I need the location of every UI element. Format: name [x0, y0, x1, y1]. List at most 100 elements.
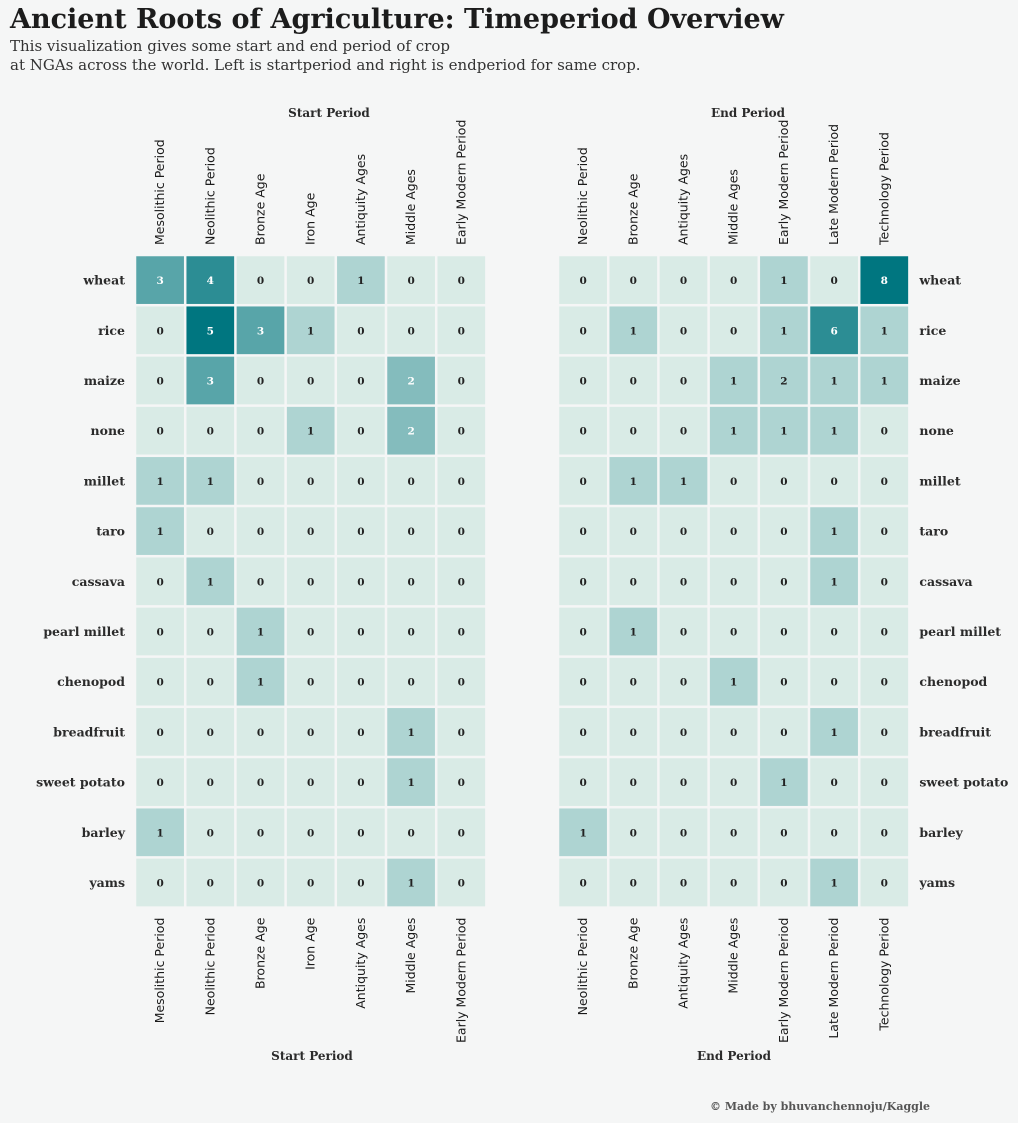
cell-value-label: 0 — [680, 275, 687, 287]
heatmap-cell — [810, 457, 858, 505]
cell-value-label: 0 — [207, 526, 214, 538]
cell-value-label: 0 — [680, 677, 687, 689]
cell-value-label: 0 — [730, 576, 737, 588]
cell-value-label: 0 — [458, 878, 465, 890]
row-label: sweet potato — [919, 775, 1008, 790]
cell-value-label: 0 — [207, 426, 214, 438]
row-label: cassava — [919, 574, 972, 589]
cell-value-label: 0 — [458, 727, 465, 739]
heatmap-cell — [709, 607, 758, 656]
heatmap-cell — [337, 256, 385, 304]
heatmap-cell — [437, 758, 486, 806]
heatmap-cell — [387, 406, 435, 455]
column-label-top: Bronze Age — [253, 173, 268, 245]
row-label: wheat — [918, 273, 961, 288]
heatmap-cell — [136, 858, 184, 907]
heatmap-cell — [860, 356, 909, 405]
cell-value-label: 1 — [207, 476, 214, 488]
column-label-top: Middle Ages — [726, 169, 741, 245]
heatmap-cell — [286, 256, 335, 304]
cell-value-label: 1 — [881, 325, 888, 337]
cell-value-label: 1 — [630, 627, 637, 639]
column-label-bottom: Iron Age — [303, 917, 318, 970]
column-label-top: Antiquity Ages — [353, 154, 368, 245]
heatmap-cell — [136, 708, 184, 756]
column-label-top: Technology Period — [876, 132, 891, 246]
cell-value-label: 1 — [357, 275, 364, 287]
cell-value-label: 0 — [630, 426, 637, 438]
column-label-top: Neolithic Period — [575, 147, 590, 245]
heatmap-cell — [659, 758, 708, 806]
heatmap-cell — [337, 557, 385, 606]
row-label: taro — [96, 524, 125, 539]
cell-value-label: 0 — [407, 576, 414, 588]
cell-value-label: 0 — [257, 827, 264, 839]
heatmap-cell — [709, 356, 758, 405]
cell-value-label: 2 — [780, 376, 787, 388]
cell-value-label: 0 — [680, 827, 687, 839]
heatmap-cell — [709, 507, 758, 555]
cell-value-label: 0 — [780, 627, 787, 639]
cell-value-label: 1 — [407, 727, 414, 739]
row-label: yams — [88, 875, 125, 890]
cell-value-label: 0 — [730, 325, 737, 337]
cell-value-label: 1 — [730, 376, 737, 388]
heatmap-cell — [236, 356, 285, 405]
heatmap-cell — [337, 457, 385, 505]
heatmap-cell — [810, 507, 858, 555]
heatmap-cell — [559, 306, 607, 355]
cell-value-label: 0 — [881, 627, 888, 639]
cell-value-label: 0 — [680, 777, 687, 789]
row-label: chenopod — [919, 674, 987, 689]
cell-value-label: 0 — [630, 677, 637, 689]
heatmap-cell — [337, 858, 385, 907]
heatmap-cell — [387, 808, 435, 857]
cell-value-label: 1 — [830, 526, 837, 538]
cell-value-label: 0 — [780, 576, 787, 588]
cell-value-label: 0 — [207, 627, 214, 639]
cell-value-label: 0 — [257, 426, 264, 438]
column-label-bottom: Neolithic Period — [202, 918, 217, 1016]
row-label: breadfruit — [53, 724, 125, 739]
column-label-bottom: Bronze Age — [625, 917, 640, 989]
cell-value-label: 1 — [630, 476, 637, 488]
column-label-top: Antiquity Ages — [676, 154, 691, 245]
cell-value-label: 2 — [407, 376, 414, 388]
heatmap-cell — [709, 406, 758, 455]
column-label-bottom: Antiquity Ages — [353, 918, 368, 1009]
heatmap-cell — [236, 808, 285, 857]
cell-value-label: 0 — [830, 275, 837, 287]
cell-value-label: 0 — [156, 576, 163, 588]
heatmap-cell — [760, 356, 808, 405]
cell-value-label: 1 — [780, 426, 787, 438]
heatmap-cell — [286, 356, 335, 405]
cell-value-label: 0 — [407, 476, 414, 488]
heatmap-cell — [337, 507, 385, 555]
heatmap-cell — [186, 758, 235, 806]
cell-value-label: 0 — [881, 426, 888, 438]
heatmap-cell — [337, 406, 385, 455]
cell-value-label: 0 — [579, 526, 586, 538]
cell-value-label: 0 — [307, 727, 314, 739]
row-label: chenopod — [57, 674, 125, 689]
cell-value-label: 0 — [730, 878, 737, 890]
row-label: wheat — [82, 273, 125, 288]
heatmap-cell — [760, 758, 808, 806]
cell-value-label: 1 — [680, 476, 687, 488]
cell-value-label: 1 — [579, 827, 586, 839]
heatmap-cell — [236, 256, 285, 304]
cell-value-label: 0 — [156, 727, 163, 739]
cell-value-label: 0 — [881, 677, 888, 689]
cell-value-label: 1 — [830, 376, 837, 388]
heatmap-cell — [760, 607, 808, 656]
row-label: cassava — [72, 574, 125, 589]
cell-value-label: 0 — [780, 677, 787, 689]
cell-value-label: 0 — [207, 827, 214, 839]
cell-value-label: 3 — [257, 325, 264, 337]
cell-value-label: 0 — [780, 827, 787, 839]
cell-value-label: 0 — [407, 275, 414, 287]
heatmap-cell — [437, 256, 486, 304]
heatmap-cell — [337, 708, 385, 756]
cell-value-label: 0 — [579, 777, 586, 789]
